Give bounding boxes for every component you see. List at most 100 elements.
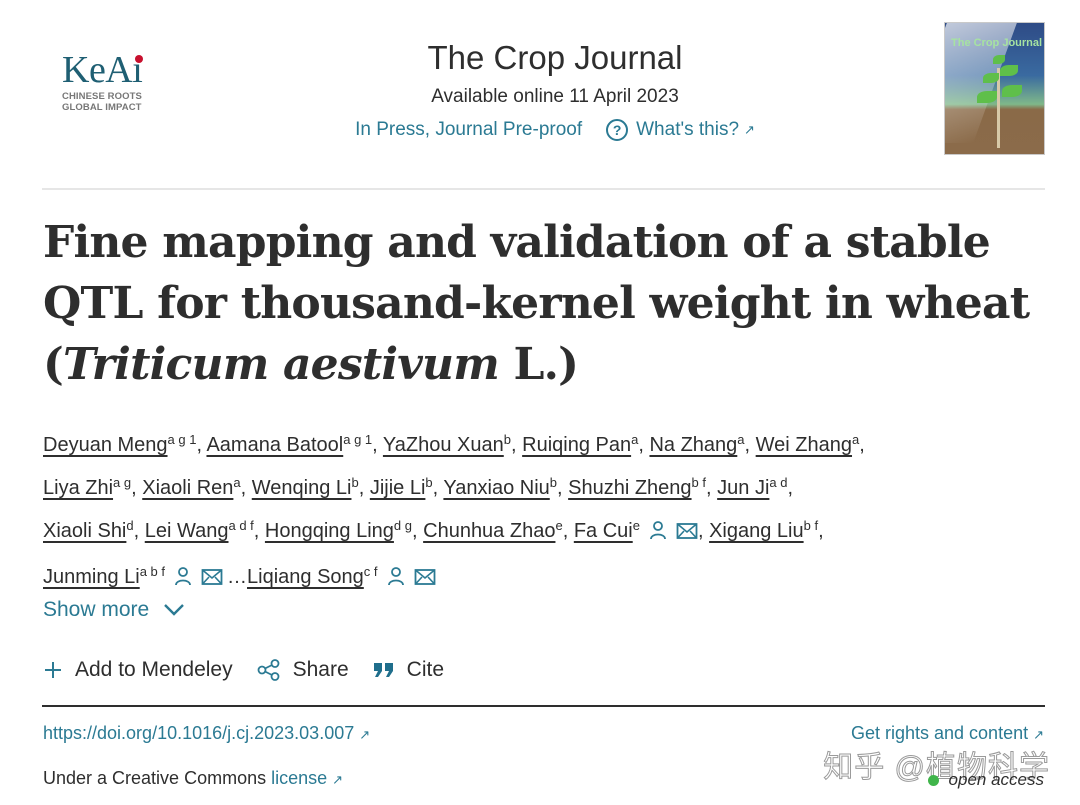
cite-label: Cite [406, 658, 445, 681]
cite-button[interactable]: Cite [373, 658, 444, 682]
author-link[interactable]: Lei Wang [144, 520, 229, 542]
sep: , [744, 434, 756, 456]
title-species: Triticum aestivum [63, 339, 500, 390]
person-icon[interactable] [648, 516, 668, 553]
sep: , [706, 477, 718, 499]
affiliation: a [852, 432, 860, 447]
keai-logo[interactable]: KeAi CHINESE ROOTS GLOBAL IMPACT [62, 49, 162, 113]
sep: , [196, 434, 207, 456]
title-text-end: L.) [499, 339, 579, 390]
author-link[interactable]: Wenqing Li [251, 477, 352, 499]
affiliation: a g [113, 475, 132, 490]
affiliation: a b f [139, 564, 166, 579]
press-status-row: In Press, Journal Pre-proof ? What's thi… [340, 117, 770, 143]
show-more-button[interactable]: Show more [43, 598, 185, 622]
license-prefix: Under a Creative Commons [43, 768, 272, 788]
author-link[interactable]: Chunhua Zhao [423, 520, 556, 542]
mendeley-label: Add to Mendeley [75, 658, 233, 681]
author-link[interactable]: Liqiang Song [247, 566, 364, 588]
sep: , [372, 434, 383, 456]
affiliation: a g 1 [167, 432, 197, 447]
person-icon[interactable] [173, 562, 193, 599]
available-online: Available online 11 April 2023 [431, 86, 679, 107]
add-to-mendeley-button[interactable]: Add to Mendeley [43, 658, 233, 682]
question-icon: ? [606, 119, 629, 141]
journal-cover-image[interactable]: The Crop Journal [944, 22, 1045, 155]
affiliation: b f [691, 475, 707, 490]
author-link[interactable]: Aamana Batool [206, 434, 344, 456]
external-link-icon: ↗ [359, 727, 371, 742]
share-label: Share [292, 658, 349, 681]
affiliation: a g 1 [343, 432, 373, 447]
sep: , [432, 477, 444, 499]
meta-divider [42, 705, 1045, 707]
author-link[interactable]: Xiaoli Shi [43, 520, 127, 542]
affiliation: e [555, 518, 563, 533]
sep: , [253, 520, 265, 542]
author-link[interactable]: Deyuan Meng [43, 434, 168, 456]
tagline-line2: GLOBAL IMPACT [62, 102, 142, 113]
author-link[interactable]: YaZhou Xuan [382, 434, 504, 456]
author-link[interactable]: Shuzhi Zheng [568, 477, 692, 499]
affiliation: b f [803, 518, 819, 533]
keai-wordmark: KeAi [62, 49, 144, 91]
author-link[interactable]: Ruiqing Pan [522, 434, 632, 456]
doi-link[interactable]: https://doi.org/10.1016/j.cj.2023.03.007… [43, 723, 370, 744]
license-line: Under a Creative Commons license ↗ [43, 768, 343, 789]
doi-text: https://doi.org/10.1016/j.cj.2023.03.007 [43, 723, 355, 743]
license-link-label: license [271, 768, 328, 788]
license-link[interactable]: license ↗ [271, 768, 343, 788]
cover-plant-stem [997, 68, 1000, 148]
author-link[interactable]: Fa Cui [573, 520, 633, 542]
quote-icon [373, 661, 395, 679]
sep: , [787, 477, 794, 499]
open-access-dot-icon [927, 774, 939, 786]
affiliation: d [126, 518, 134, 533]
cover-leaf [1002, 85, 1022, 97]
author-link[interactable]: Hongqing Ling [264, 520, 394, 542]
author-link[interactable]: Xigang Liu [709, 520, 804, 542]
share-button[interactable]: Share [257, 658, 349, 682]
whats-this-link[interactable]: ? What's this? ↗ [596, 117, 755, 143]
affiliation: d g [393, 518, 412, 533]
cover-leaf [1000, 65, 1018, 76]
journal-title[interactable]: The Crop Journal [427, 39, 683, 76]
author-link[interactable]: Na Zhang [649, 434, 738, 456]
affiliation: b [425, 475, 433, 490]
email-icon[interactable] [201, 562, 223, 599]
publisher-name: KeAi [62, 49, 143, 91]
email-icon[interactable] [676, 516, 698, 553]
sep: , [859, 434, 865, 456]
cover-leaf [993, 55, 1005, 64]
author-link[interactable]: Junming Li [43, 566, 140, 588]
person-icon[interactable] [386, 562, 406, 599]
header-divider [42, 188, 1045, 190]
author-link[interactable]: Jijie Li [369, 477, 426, 499]
whats-this-label: What's this? [636, 119, 740, 140]
publisher-tagline: CHINESE ROOTS GLOBAL IMPACT [62, 91, 162, 113]
tagline-line1: CHINESE ROOTS [62, 91, 142, 102]
press-status: In Press, Journal Pre-proof [355, 119, 583, 140]
get-rights-link[interactable]: Get rights and content ↗ [851, 723, 1044, 744]
author-link[interactable]: Yanxiao Niu [443, 477, 550, 499]
author-link[interactable]: Jun Ji [717, 477, 770, 499]
author-link[interactable]: Wei Zhang [755, 434, 853, 456]
author-link[interactable]: Liya Zhi [43, 477, 114, 499]
article-actions: Add to Mendeley Share Cite [43, 658, 468, 682]
author-link[interactable]: Xiaoli Ren [142, 477, 234, 499]
affiliation: a d [769, 475, 788, 490]
share-icon [257, 659, 281, 681]
article-title: Fine mapping and validation of a stable … [43, 212, 1043, 395]
affiliation: a d f [228, 518, 254, 533]
affiliation: b [351, 475, 359, 490]
journal-header: The Crop Journal Available online 11 Apr… [340, 38, 770, 143]
ellipsis: … [227, 566, 248, 588]
email-icon[interactable] [414, 562, 436, 599]
title-text: Fine mapping and validation of a stable … [43, 217, 1030, 390]
affiliation: a [737, 432, 745, 447]
sep: , [240, 477, 252, 499]
affiliation: a [631, 432, 639, 447]
sep: , [358, 477, 370, 499]
plus-icon [43, 660, 63, 680]
affiliation: a [233, 475, 241, 490]
